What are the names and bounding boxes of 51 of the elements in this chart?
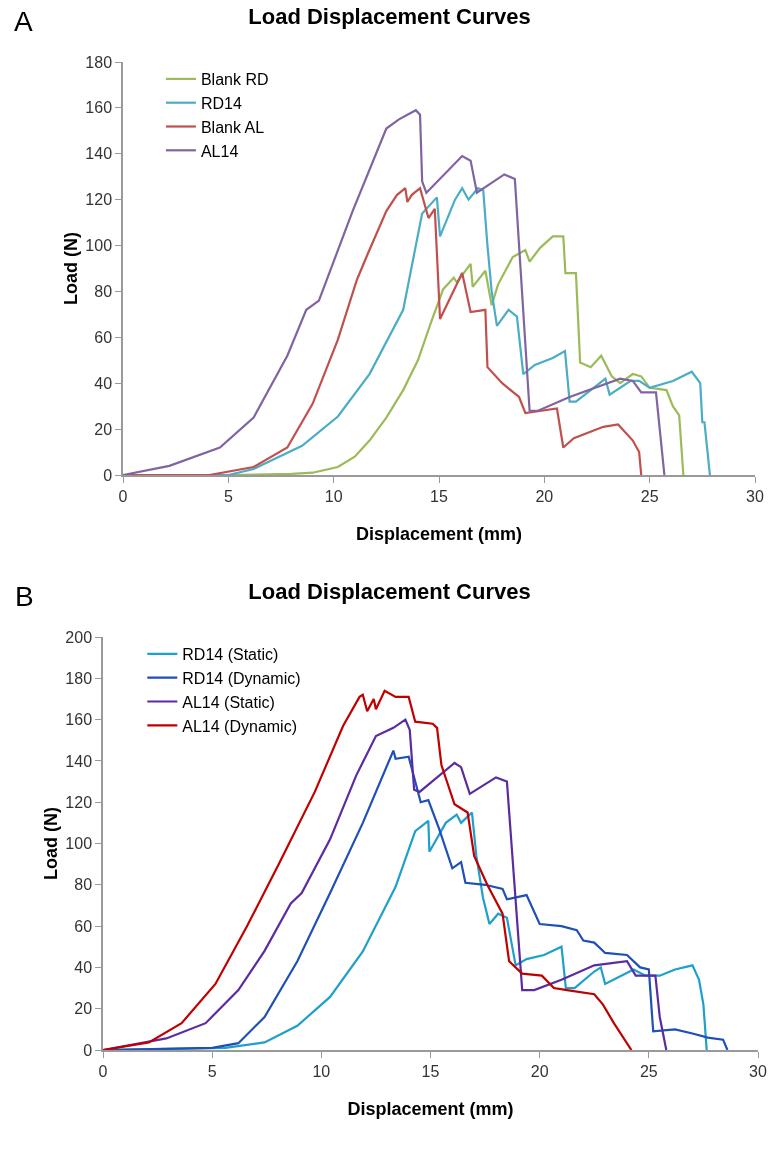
x-tick-label: 30: [746, 487, 764, 505]
y-tick-label: 60: [94, 328, 113, 346]
y-tick-label: 200: [65, 628, 93, 646]
x-tick-label: 25: [639, 1062, 658, 1080]
x-tick-label: 15: [430, 487, 448, 505]
text: A: [14, 6, 33, 37]
legend-label: AL14 (Dynamic): [182, 717, 297, 735]
y-tick-label: 100: [85, 237, 113, 255]
x-tick-label: 30: [749, 1062, 767, 1080]
y-tick-label: 140: [85, 145, 113, 163]
x-axis-title: Displacement (mm): [355, 523, 523, 544]
y-tick-label: 140: [65, 752, 93, 770]
chart-title: Load Displacement Curves: [248, 579, 531, 605]
y-tick-label: 160: [65, 711, 93, 729]
y-tick-label: 20: [94, 420, 113, 438]
y-tick-label: 80: [94, 283, 113, 301]
x-tick-label: 15: [421, 1062, 440, 1080]
x-tick-label: 5: [223, 487, 233, 505]
x-tick-label: 25: [640, 487, 659, 505]
y-tick-label: 160: [85, 99, 113, 117]
y-tick-label: 40: [94, 374, 113, 392]
y-tick-label: 180: [85, 53, 113, 71]
legend-label: RD14: [200, 94, 242, 112]
y-tick-label: 0: [103, 466, 113, 484]
y-tick-label: 20: [74, 1000, 93, 1018]
y-tick-label: 0: [83, 1041, 93, 1059]
y-tick-label: 100: [65, 835, 93, 853]
legend-label: AL14 (Static): [182, 693, 275, 711]
y-tick-label: 120: [85, 191, 113, 209]
y-axis-title: Load (N): [40, 807, 61, 880]
legend-label: Blank AL: [200, 118, 265, 136]
line-series: [123, 109, 666, 475]
y-tick-label: 120: [65, 793, 93, 811]
legend-label: RD14 (Static): [182, 646, 279, 664]
y-axis-title: Load (N): [60, 232, 81, 305]
text: B: [15, 581, 34, 612]
x-tick-label: 20: [530, 1062, 549, 1080]
chart-title: Load Displacement Curves: [248, 4, 531, 30]
legend-label: AL14: [200, 142, 239, 160]
legend-label: Blank RD: [200, 71, 269, 89]
y-tick-label: 60: [74, 917, 93, 935]
y-tick-label: 180: [65, 669, 93, 687]
x-tick-label: 20: [535, 487, 554, 505]
y-tick-label: 80: [74, 876, 93, 894]
x-axis-title: Displacement (mm): [347, 1098, 514, 1119]
x-tick-label: 10: [312, 1062, 331, 1080]
x-tick-label: 5: [207, 1062, 217, 1080]
x-tick-label: 0: [118, 487, 128, 505]
y-tick-label: 40: [74, 959, 93, 976]
legend-label: RD14 (Dynamic): [182, 669, 301, 687]
x-tick-label: 10: [324, 487, 343, 505]
